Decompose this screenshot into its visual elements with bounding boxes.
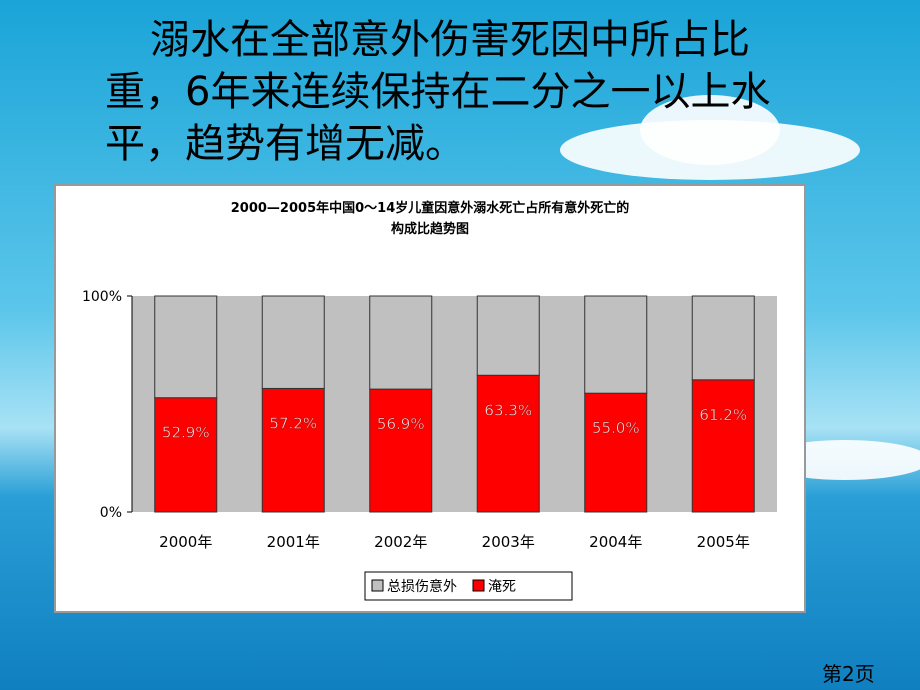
bar-segment [584,392,648,513]
bar-segment [369,388,433,513]
bar-segment [584,295,648,394]
x-tick-label: 2005年 [697,533,750,551]
x-tick-label: 2004年 [589,533,642,551]
bar-segment [476,374,540,513]
bar-segment [261,295,325,389]
x-tick-label: 2001年 [267,533,320,551]
bar-segment [691,295,755,381]
legend-label: 总损伤意外 [387,578,457,595]
x-tick-label: 2000年 [159,533,212,551]
bar-segment [476,295,540,376]
legend [364,571,573,601]
y-tick-label: 100% [82,289,122,305]
y-tick-label: 0% [100,505,122,521]
chart-title: 构成比趋势图 [391,221,469,237]
value-label: 57.2% [269,414,317,432]
value-label: 56.9% [377,415,425,433]
bar-segment [261,387,325,513]
legend-label: 淹死 [488,579,516,595]
bar-segment [691,379,755,513]
value-label: 52.9% [162,424,210,442]
slide-text: 溺水在全部意外伤害死因中所占比重，6年来连续保持在二分之一以上水平，趋势有增无减… [105,17,771,167]
value-label: 63.3% [484,401,532,419]
value-label: 61.2% [699,406,747,424]
bar-segment [154,397,218,513]
x-tick-label: 2002年 [374,533,427,551]
legend-swatch [371,579,384,592]
chart-title: 2000—2005年中国0～14岁儿童因意外溺水死亡占所有意外死亡的 [231,200,630,216]
bar-segment [369,295,433,390]
plot-area [132,296,777,512]
page-number: 第2页 [822,662,875,686]
cloud [640,95,780,165]
legend-swatch [472,579,485,592]
value-label: 55.0% [592,419,640,437]
bar-segment [154,295,218,399]
x-tick-label: 2003年 [482,533,535,551]
